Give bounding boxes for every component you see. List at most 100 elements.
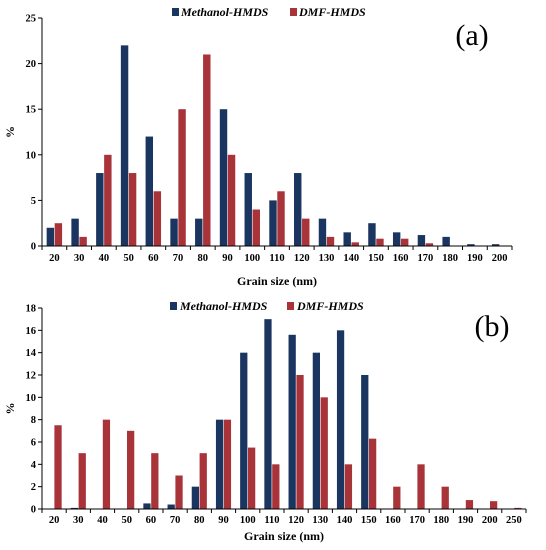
bar-methanol-100 <box>240 352 248 509</box>
bar-methanol-160 <box>392 232 401 246</box>
bar-dmf-150 <box>376 238 384 246</box>
bar-methanol-80 <box>195 218 203 246</box>
y-tick-label: 15 <box>26 105 37 116</box>
y-tick-label: 25 <box>26 14 37 25</box>
x-tick-label: 180 <box>442 253 458 264</box>
bar-methanol-200 <box>491 244 500 246</box>
bar-dmf-60 <box>153 191 162 246</box>
bar-dmf-20 <box>54 223 63 246</box>
x-axis-label: Grain size (nm) <box>244 529 324 543</box>
bar-methanol-40 <box>96 173 104 246</box>
x-tick-label: 140 <box>337 515 353 526</box>
y-tick-label: 8 <box>31 415 36 426</box>
bar-dmf-70 <box>178 109 186 246</box>
bar-methanol-50 <box>120 45 129 246</box>
x-tick-label: 110 <box>269 253 284 264</box>
x-tick-label: 150 <box>368 253 384 264</box>
bar-methanol-120 <box>294 173 302 246</box>
bar-methanol-60 <box>143 503 151 509</box>
y-tick-label: 10 <box>26 150 37 161</box>
x-tick-label: 190 <box>458 515 474 526</box>
chart-panel-b: 0 2 4 6 8 10 12 14 16 18 20 30 40 50 60 70 80 90 100 110 120… <box>3 299 527 543</box>
bar-dmf-200 <box>490 501 498 509</box>
x-tick-label: 70 <box>173 253 184 264</box>
y-tick-label: 0 <box>31 505 36 516</box>
bar-dmf-30 <box>79 236 87 246</box>
bar-dmf-90 <box>223 419 232 509</box>
bar-dmf-250 <box>514 507 522 509</box>
bar-dmf-30 <box>78 453 86 509</box>
x-tick-label: 20 <box>49 253 60 264</box>
x-tick-label: 130 <box>319 253 335 264</box>
bar-dmf-170 <box>417 464 425 509</box>
x-tick-label: 120 <box>294 253 310 264</box>
bar-dmf-50 <box>128 173 137 246</box>
x-tick-label: 180 <box>433 515 449 526</box>
bar-methanol-30 <box>71 218 79 246</box>
bar-dmf-160 <box>393 486 401 509</box>
y-tick-label: 14 <box>26 348 37 359</box>
bar-dmf-100 <box>252 209 260 246</box>
legend-label-methanol: Methanol-HMDS <box>180 5 269 19</box>
y-tick-label: 5 <box>31 196 36 207</box>
bar-methanol-60 <box>145 136 154 246</box>
legend-label-dmf: DMF-HMDS <box>298 5 366 19</box>
bar-dmf-130 <box>326 236 335 246</box>
bar-methanol-70 <box>167 504 175 509</box>
x-tick-label: 30 <box>73 515 84 526</box>
x-tick-label: 90 <box>222 253 233 264</box>
y-axis-label: % <box>3 126 17 138</box>
bar-methanol-120 <box>288 334 296 509</box>
bar-methanol-180 <box>442 236 450 246</box>
bar-dmf-140 <box>351 242 359 246</box>
bar-methanol-140 <box>343 232 351 246</box>
x-tick-label: 20 <box>49 515 60 526</box>
x-tick-label: 50 <box>123 253 134 264</box>
bar-methanol-70 <box>170 218 178 246</box>
y-tick-label: 6 <box>31 438 36 449</box>
legend-swatch-methanol <box>172 8 179 16</box>
bar-methanol-150 <box>361 375 369 509</box>
bar-dmf-140 <box>344 464 353 509</box>
x-tick-label: 130 <box>312 515 328 526</box>
x-tick-label: 110 <box>264 515 279 526</box>
y-tick-label: 20 <box>26 59 37 70</box>
legend-swatch-dmf <box>290 8 297 16</box>
x-tick-label: 30 <box>74 253 85 264</box>
bar-dmf-20 <box>54 425 62 509</box>
bar-dmf-170 <box>425 243 434 246</box>
bar-methanol-110 <box>269 200 277 246</box>
y-tick-label: 16 <box>26 326 37 337</box>
bar-dmf-110 <box>272 464 280 509</box>
x-tick-label: 140 <box>343 253 359 264</box>
bar-dmf-100 <box>248 447 256 509</box>
bar-dmf-110 <box>277 191 285 246</box>
bar-methanol-190 <box>467 244 475 246</box>
bar-methanol-150 <box>368 223 376 246</box>
x-tick-label: 120 <box>288 515 304 526</box>
x-tick-label: 250 <box>506 515 522 526</box>
x-tick-label: 160 <box>393 253 409 264</box>
bar-dmf-40 <box>102 419 111 509</box>
x-tick-label: 50 <box>121 515 132 526</box>
bar-dmf-120 <box>302 218 310 246</box>
panel-label: (b) <box>475 310 510 343</box>
bar-methanol-130 <box>318 218 327 246</box>
y-axis-label: % <box>3 403 17 415</box>
x-tick-label: 40 <box>97 515 108 526</box>
bar-dmf-50 <box>127 430 135 509</box>
panel-label: (a) <box>455 19 488 52</box>
legend-swatch-dmf <box>287 302 294 310</box>
bar-methanol-90 <box>215 419 224 509</box>
x-tick-label: 170 <box>409 515 425 526</box>
bar-methanol-110 <box>264 319 272 509</box>
x-tick-label: 190 <box>467 253 483 264</box>
y-tick-label: 4 <box>31 460 37 471</box>
bar-methanol-90 <box>219 109 228 246</box>
y-tick-label: 18 <box>26 304 37 315</box>
bar-methanol-20 <box>46 227 55 246</box>
x-tick-label: 80 <box>198 253 209 264</box>
chart-panel-a: 0 5 10 15 20 25 20 30 40 50 60 70 80 90 100 110 120 130 14… <box>3 5 513 288</box>
x-tick-label: 160 <box>385 515 401 526</box>
